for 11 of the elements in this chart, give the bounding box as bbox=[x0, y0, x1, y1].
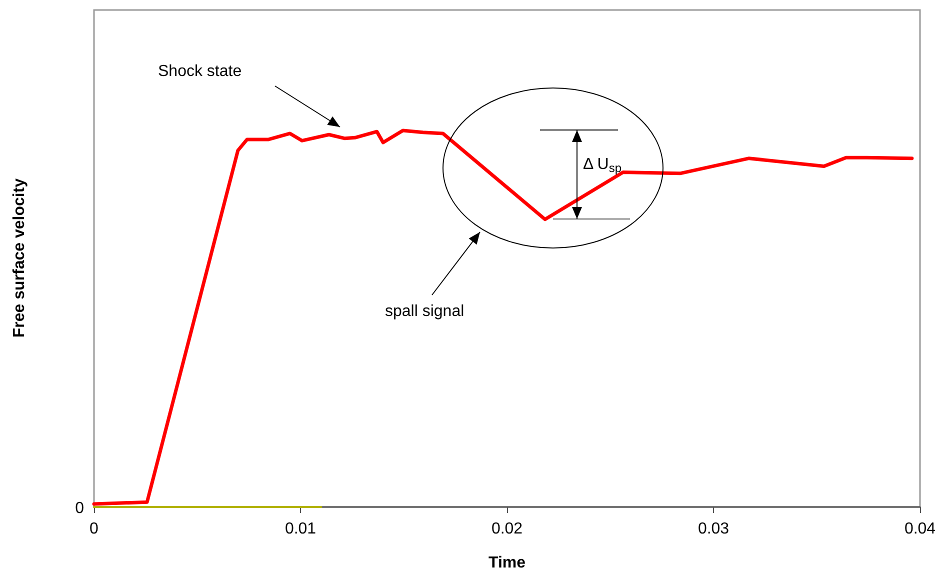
annotation: Δ U$_{sp}$ bbox=[583, 156, 622, 175]
x-axis-title: Time bbox=[488, 554, 526, 572]
x-tick-label: 0.03 bbox=[698, 520, 730, 538]
text: Shock state bbox=[158, 63, 242, 80]
x-tick-label: 0.02 bbox=[491, 520, 523, 538]
text: 0 bbox=[75, 500, 84, 517]
annotation: spall signal bbox=[385, 303, 464, 320]
x-tick-label: 0 bbox=[90, 520, 99, 538]
y-axis-title: Free surface velocity bbox=[11, 178, 28, 338]
x-tick-label: 0.04 bbox=[904, 520, 936, 538]
x-tick-label: 0.01 bbox=[284, 520, 316, 538]
